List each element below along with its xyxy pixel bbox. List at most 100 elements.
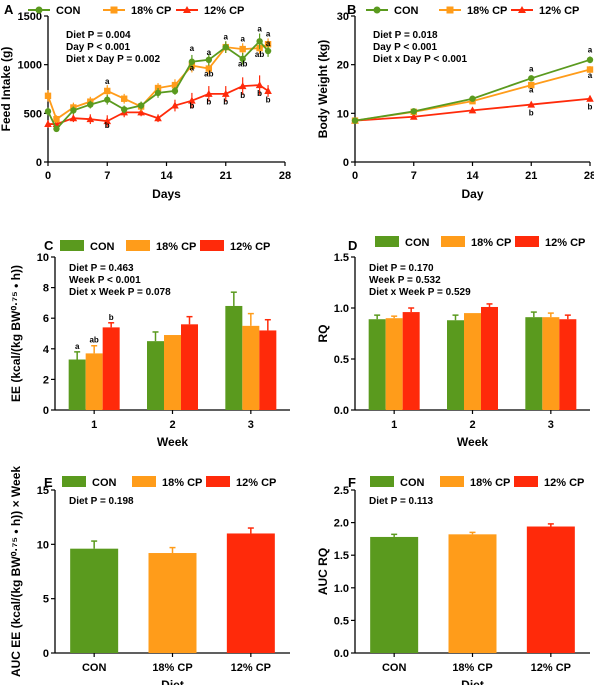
significance-label: a bbox=[529, 64, 534, 73]
panel-letter: D bbox=[348, 238, 357, 253]
legend-marker bbox=[446, 6, 454, 14]
x-tick-label: 21 bbox=[220, 170, 232, 182]
legend-marker bbox=[110, 6, 118, 14]
y-tick-label: 10 bbox=[37, 252, 49, 264]
y-axis-label: RQ bbox=[316, 325, 330, 343]
stats-text: Diet x Day P < 0.001 bbox=[373, 54, 467, 65]
data-point bbox=[188, 58, 196, 65]
bar bbox=[370, 536, 419, 653]
significance-label: a bbox=[588, 46, 593, 55]
y-tick-label: 0 bbox=[343, 157, 349, 169]
data-point bbox=[53, 115, 60, 123]
significance-label: a bbox=[240, 34, 245, 43]
legend-swatch bbox=[370, 476, 394, 487]
bar bbox=[242, 325, 260, 410]
legend-swatch bbox=[206, 476, 230, 487]
data-point bbox=[222, 43, 229, 51]
bar bbox=[68, 359, 86, 410]
significance-label: a bbox=[190, 64, 195, 73]
bar bbox=[148, 553, 197, 653]
significance-label: b bbox=[266, 96, 271, 105]
data-point bbox=[221, 89, 230, 97]
stats-text: Diet P = 0.170 bbox=[369, 263, 434, 274]
y-axis-label: Feed Intake (g) bbox=[0, 47, 13, 132]
data-point bbox=[104, 96, 111, 103]
data-point bbox=[239, 45, 246, 53]
data-point bbox=[586, 94, 594, 102]
significance-label: b bbox=[223, 98, 228, 107]
bar bbox=[102, 327, 120, 410]
y-tick-label: 0.0 bbox=[334, 648, 349, 660]
x-axis-label: Days bbox=[152, 187, 181, 201]
significance-label: b bbox=[206, 98, 211, 107]
bar bbox=[464, 313, 481, 410]
significance-label: a bbox=[588, 71, 593, 80]
x-tick-label: 7 bbox=[104, 170, 110, 182]
stats-text: Diet x Week P = 0.078 bbox=[69, 287, 171, 298]
legend-label: 18% CP bbox=[470, 477, 510, 489]
significance-label: ab bbox=[238, 60, 247, 69]
y-tick-label: 0 bbox=[43, 405, 49, 417]
legend-swatch bbox=[62, 476, 86, 487]
data-point bbox=[205, 65, 213, 72]
bar bbox=[526, 526, 575, 653]
x-tick-label: 14 bbox=[160, 170, 173, 182]
legend-marker bbox=[373, 6, 381, 14]
stats-text: Day P < 0.001 bbox=[373, 42, 437, 53]
legend-label: 18% CP bbox=[162, 477, 202, 489]
bar bbox=[164, 335, 181, 410]
y-tick-label: 0.5 bbox=[334, 354, 349, 366]
legend-label: 12% CP bbox=[539, 5, 579, 17]
data-point bbox=[154, 89, 162, 97]
legend-label: 12% CP bbox=[230, 241, 270, 253]
data-point bbox=[44, 120, 52, 128]
significance-label: a bbox=[224, 32, 229, 41]
x-axis-label: Diet bbox=[161, 678, 184, 685]
y-tick-label: 4 bbox=[43, 344, 50, 356]
stats-text: Diet P = 0.004 bbox=[66, 30, 131, 41]
x-tick-label: 28 bbox=[279, 170, 291, 182]
y-tick-label: 0.0 bbox=[334, 405, 349, 417]
y-tick-label: 0.5 bbox=[334, 615, 349, 627]
bar bbox=[85, 353, 103, 410]
y-tick-label: 1500 bbox=[18, 11, 42, 23]
data-point bbox=[154, 114, 162, 122]
y-axis-label: Body Weight (kg) bbox=[316, 40, 330, 138]
data-point bbox=[86, 115, 95, 123]
x-tick-label: 0 bbox=[45, 170, 51, 182]
x-tick-label: 18% CP bbox=[152, 662, 192, 674]
data-point bbox=[70, 107, 77, 114]
legend-label: CON bbox=[400, 477, 425, 489]
stats-text: Week P = 0.532 bbox=[369, 275, 441, 286]
legend-label: CON bbox=[92, 477, 117, 489]
legend-label: 18% CP bbox=[156, 241, 196, 253]
data-point bbox=[53, 125, 60, 133]
significance-label: a bbox=[529, 85, 534, 94]
legend-swatch bbox=[126, 240, 150, 251]
legend-label: 18% CP bbox=[471, 237, 511, 249]
data-point bbox=[103, 117, 112, 125]
x-tick-label: 18% CP bbox=[452, 662, 492, 674]
legend-label: CON bbox=[56, 5, 81, 17]
x-tick-label: CON bbox=[82, 662, 107, 674]
legend-label: 12% CP bbox=[236, 477, 276, 489]
bar bbox=[402, 312, 420, 410]
y-tick-label: 1.5 bbox=[334, 252, 349, 264]
data-point bbox=[410, 108, 417, 115]
stats-text: Week P < 0.001 bbox=[69, 275, 141, 286]
stats-text: Diet P = 0.018 bbox=[373, 30, 438, 41]
data-point bbox=[120, 106, 128, 113]
panel-letter: F bbox=[348, 475, 356, 490]
significance-label: a bbox=[207, 48, 212, 57]
y-tick-label: 30 bbox=[337, 11, 349, 23]
y-tick-label: 500 bbox=[24, 108, 42, 120]
data-point bbox=[351, 117, 359, 124]
legend-label: 18% CP bbox=[467, 5, 507, 17]
data-point bbox=[188, 96, 196, 104]
y-tick-label: 2.5 bbox=[334, 485, 349, 497]
legend-swatch bbox=[200, 240, 224, 251]
data-point bbox=[264, 86, 272, 94]
significance-label: b bbox=[109, 313, 114, 322]
bar bbox=[70, 548, 119, 653]
legend-label: 12% CP bbox=[545, 237, 585, 249]
